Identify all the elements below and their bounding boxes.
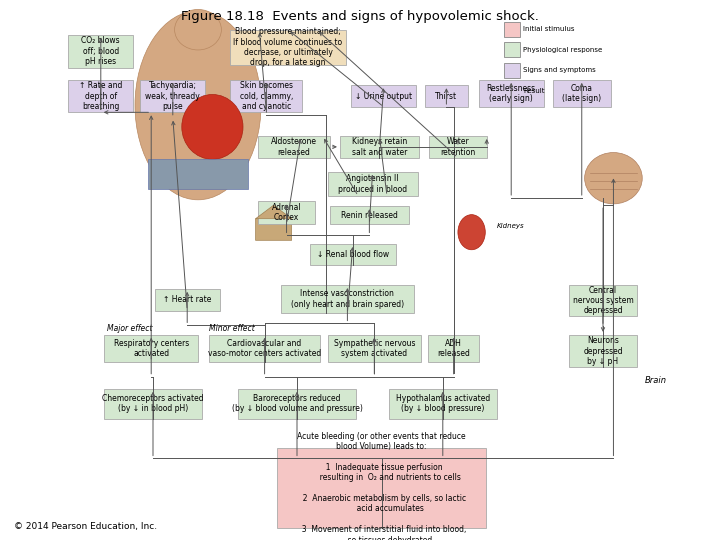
Text: Blood pressure maintained;
If blood volume continues to
decrease, or ultimately
: Blood pressure maintained; If blood volu…	[233, 27, 343, 68]
Text: Kidneys retain
salt and water: Kidneys retain salt and water	[352, 137, 407, 157]
Text: Acute bleeding (or other events that reduce
blood Volume) leads to:

  1  Inadeq: Acute bleeding (or other events that red…	[297, 431, 467, 540]
FancyBboxPatch shape	[425, 85, 468, 107]
FancyBboxPatch shape	[504, 22, 520, 37]
Polygon shape	[256, 205, 292, 219]
FancyBboxPatch shape	[310, 244, 396, 265]
FancyBboxPatch shape	[328, 335, 421, 362]
Text: Signs and symptoms: Signs and symptoms	[523, 67, 596, 73]
Text: Coma
(late sign): Coma (late sign)	[562, 84, 601, 103]
FancyBboxPatch shape	[258, 201, 315, 224]
Text: Restlessness
(early sign): Restlessness (early sign)	[487, 84, 536, 103]
FancyBboxPatch shape	[569, 285, 637, 316]
FancyBboxPatch shape	[230, 30, 346, 65]
Text: Skin becomes
cold, clammy,
and cyanotic: Skin becomes cold, clammy, and cyanotic	[240, 81, 293, 111]
Text: Water
retention: Water retention	[441, 137, 475, 157]
FancyBboxPatch shape	[569, 335, 637, 367]
FancyBboxPatch shape	[68, 35, 133, 68]
FancyBboxPatch shape	[104, 389, 202, 419]
FancyBboxPatch shape	[429, 136, 487, 158]
Text: Thirst: Thirst	[436, 92, 457, 100]
Text: ↓ Renal blood flow: ↓ Renal blood flow	[317, 250, 389, 259]
FancyBboxPatch shape	[504, 63, 520, 78]
FancyBboxPatch shape	[238, 389, 356, 419]
Text: Initial stimulus: Initial stimulus	[523, 26, 575, 32]
FancyBboxPatch shape	[504, 83, 520, 98]
FancyBboxPatch shape	[330, 206, 409, 224]
Text: ↑ Heart rate: ↑ Heart rate	[163, 295, 212, 304]
FancyBboxPatch shape	[256, 219, 292, 240]
FancyBboxPatch shape	[155, 289, 220, 310]
FancyBboxPatch shape	[68, 80, 133, 112]
Text: Central
nervous system
depressed: Central nervous system depressed	[572, 286, 634, 315]
Text: Angiotensin II
produced in blood: Angiotensin II produced in blood	[338, 174, 408, 193]
Text: Figure 18.18  Events and signs of hypovolemic shock.: Figure 18.18 Events and signs of hypovol…	[181, 10, 539, 23]
Text: Renin released: Renin released	[341, 211, 397, 220]
FancyBboxPatch shape	[230, 80, 302, 112]
FancyBboxPatch shape	[328, 172, 418, 196]
FancyBboxPatch shape	[479, 80, 544, 107]
Ellipse shape	[135, 11, 261, 200]
FancyBboxPatch shape	[209, 335, 320, 362]
FancyBboxPatch shape	[140, 80, 205, 112]
FancyBboxPatch shape	[104, 335, 198, 362]
Text: Adrenal
Cortex: Adrenal Cortex	[271, 203, 302, 222]
Text: Tachycardia;
weak, thready
pulse: Tachycardia; weak, thready pulse	[145, 81, 200, 111]
Text: Aldosterone
released: Aldosterone released	[271, 137, 317, 157]
Text: ↑ Rate and
depth of
breathing: ↑ Rate and depth of breathing	[79, 81, 122, 111]
Text: Minor effect: Minor effect	[209, 324, 255, 333]
Ellipse shape	[175, 10, 222, 50]
FancyBboxPatch shape	[258, 136, 330, 158]
FancyBboxPatch shape	[148, 159, 248, 189]
Text: Neurons
depressed
by ↓ pH: Neurons depressed by ↓ pH	[583, 336, 623, 366]
Text: Kidneys: Kidneys	[497, 222, 524, 229]
Text: Brain: Brain	[644, 376, 667, 385]
FancyBboxPatch shape	[281, 285, 414, 313]
Text: Cardiovascular and
vaso-motor centers activated: Cardiovascular and vaso-motor centers ac…	[208, 339, 321, 358]
Text: Hypothalamus activated
(by ↓ blood pressure): Hypothalamus activated (by ↓ blood press…	[396, 394, 490, 413]
Text: ↓ Urine output: ↓ Urine output	[355, 92, 413, 100]
FancyBboxPatch shape	[389, 389, 497, 419]
FancyBboxPatch shape	[428, 335, 479, 362]
Text: Baroreceptors reduced
(by ↓ blood volume and pressure): Baroreceptors reduced (by ↓ blood volume…	[232, 394, 362, 413]
Text: CO₂ blows
off; blood
pH rises: CO₂ blows off; blood pH rises	[81, 36, 120, 66]
Text: Chemoreceptors activated
(by ↓ in blood pH): Chemoreceptors activated (by ↓ in blood …	[102, 394, 204, 413]
Text: Physiological response: Physiological response	[523, 46, 603, 53]
Text: Sympathetic nervous
system activated: Sympathetic nervous system activated	[333, 339, 415, 358]
FancyBboxPatch shape	[277, 448, 486, 528]
Text: Intense vasoconstriction
(only heart and brain spared): Intense vasoconstriction (only heart and…	[291, 289, 404, 309]
Ellipse shape	[585, 153, 642, 204]
FancyBboxPatch shape	[351, 85, 416, 107]
FancyBboxPatch shape	[340, 136, 419, 158]
FancyBboxPatch shape	[504, 42, 520, 57]
Text: Result: Result	[523, 87, 545, 94]
Text: ADH
released: ADH released	[437, 339, 470, 358]
Text: Major effect: Major effect	[107, 324, 152, 333]
FancyBboxPatch shape	[553, 80, 611, 107]
Ellipse shape	[458, 214, 485, 249]
Ellipse shape	[181, 94, 243, 159]
Text: Respiratory centers
activated: Respiratory centers activated	[114, 339, 189, 358]
Text: © 2014 Pearson Education, Inc.: © 2014 Pearson Education, Inc.	[14, 522, 158, 531]
